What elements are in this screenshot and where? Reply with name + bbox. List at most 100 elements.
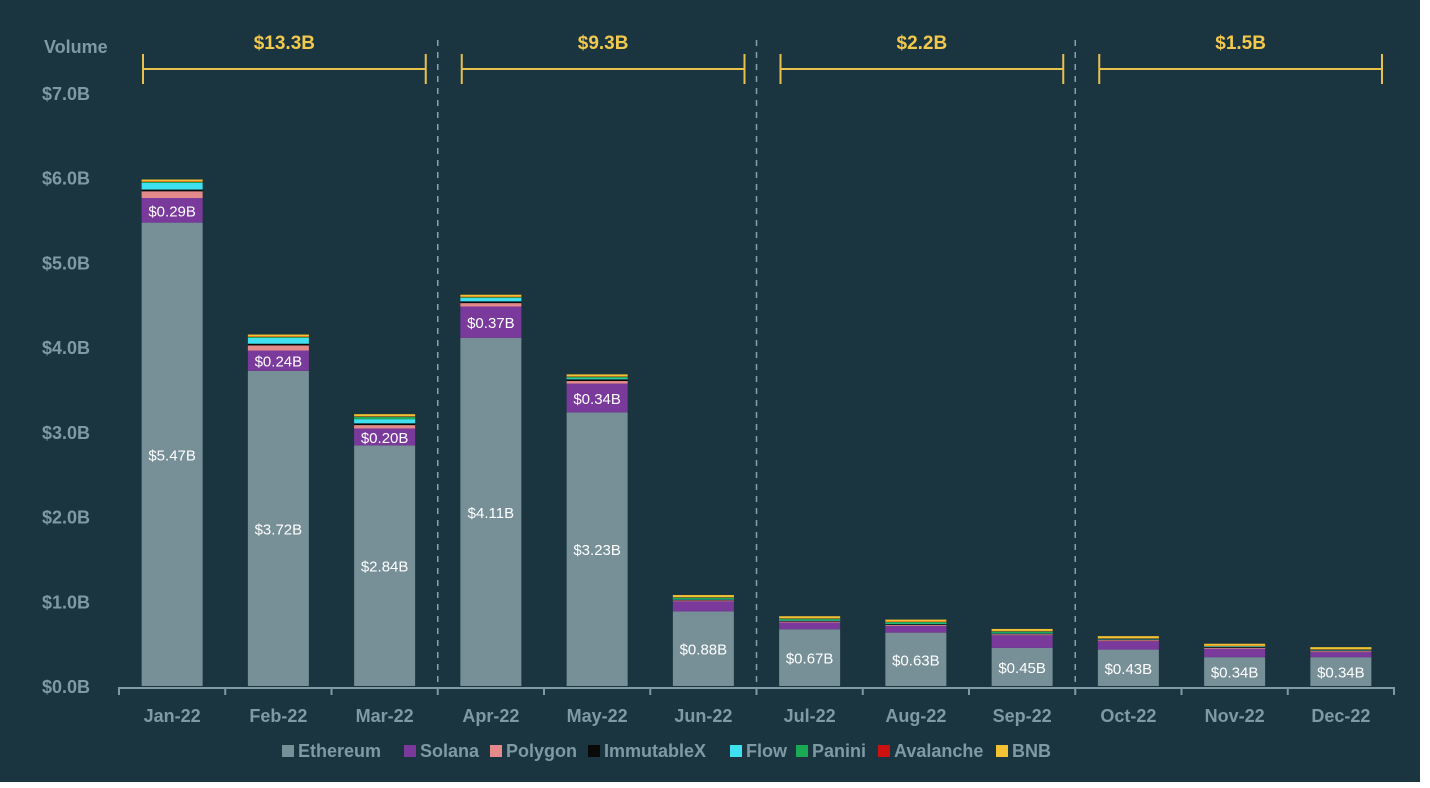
legend-label: Ethereum (298, 741, 381, 761)
bar-segment-immutablex (354, 423, 416, 426)
bar-segment-bnb (566, 374, 628, 377)
y-tick-label: $3.0B (42, 423, 90, 443)
bar-segment-solana (1310, 652, 1372, 658)
bar-segment-bnb (1204, 643, 1266, 646)
x-tick-label: Dec-22 (1311, 706, 1370, 726)
bar-segment-solana (779, 622, 841, 630)
bar-segment-polygon (354, 425, 416, 429)
x-tick-label: Jun-22 (674, 706, 732, 726)
bar-segment-flow (141, 182, 203, 190)
bar-data-label: $0.37B (467, 315, 515, 332)
bar-data-label: $0.88B (680, 642, 728, 659)
bar-data-label: $0.24B (255, 354, 303, 371)
y-axis-title: Volume (44, 37, 108, 57)
bar-segment-immutablex (460, 301, 522, 304)
bar-segment-solana (141, 198, 203, 223)
bar-segment-solana (885, 625, 947, 633)
bar-segment-ethereum (672, 611, 734, 686)
quarter-total-label: $9.3B (578, 33, 629, 54)
bar-segment-polygon (247, 345, 309, 351)
bar-data-label: $3.72B (255, 521, 303, 538)
y-tick-label: $1.0B (42, 592, 90, 612)
bar-segment-solana (1097, 641, 1159, 650)
quarter-total-label: $2.2B (897, 33, 948, 54)
bar-segment-ethereum (141, 222, 203, 686)
legend-label: Avalanche (894, 741, 983, 761)
legend-swatch-panini (796, 745, 808, 757)
bar-segment-ethereum (1310, 657, 1372, 686)
legend-label: ImmutableX (604, 741, 706, 761)
bar-segment-bnb (247, 334, 309, 337)
bar-segment-ethereum (1097, 649, 1159, 686)
x-tick-label: Feb-22 (249, 706, 307, 726)
bar-data-label: $3.23B (573, 542, 621, 559)
bar-segment-ethereum (1204, 657, 1266, 686)
x-tick-label: Mar-22 (356, 706, 414, 726)
bar-data-label: $0.43B (1105, 661, 1153, 678)
bar-segment-bnb (354, 414, 416, 417)
bar-segment-polygon (566, 381, 628, 384)
bar-data-label: $0.45B (998, 660, 1046, 677)
bar-data-label: $0.34B (1317, 665, 1365, 682)
bar-segment-immutablex (247, 343, 309, 346)
quarter-total-label: $1.5B (1215, 33, 1266, 54)
bar-segment-solana (991, 635, 1053, 648)
legend-swatch-immutablex (588, 745, 600, 757)
bar-segment-panini (566, 376, 628, 379)
bar-data-label: $0.34B (1211, 665, 1259, 682)
bar-segment-ethereum (460, 337, 522, 686)
bar-segment-bnb (1097, 636, 1159, 639)
x-tick-label: Jul-22 (784, 706, 836, 726)
legend-swatch-avalanche (878, 745, 890, 757)
y-tick-label: $4.0B (42, 338, 90, 358)
bar-segment-flow (460, 298, 522, 302)
legend-swatch-bnb (996, 745, 1008, 757)
x-tick-label: Nov-22 (1205, 706, 1265, 726)
bar-segment-panini (779, 618, 841, 621)
y-tick-label: $7.0B (42, 84, 90, 104)
x-tick-label: May-22 (567, 706, 628, 726)
legend-swatch-ethereum (282, 745, 294, 757)
bar-data-label: $0.29B (148, 203, 196, 220)
bar-segment-flow (247, 337, 309, 344)
bar-segment-panini (672, 597, 734, 600)
bar-data-label: $5.47B (148, 447, 196, 464)
bar-segment-bnb (141, 179, 203, 182)
bar-segment-panini (991, 631, 1053, 634)
bar-segment-ethereum (247, 370, 309, 686)
bar-segment-bnb (460, 294, 522, 297)
bar-segment-ethereum (779, 629, 841, 686)
x-tick-label: Apr-22 (462, 706, 519, 726)
bar-segment-bnb (991, 628, 1053, 631)
bar-segment-bnb (779, 616, 841, 619)
y-tick-label: $2.0B (42, 508, 90, 528)
legend-swatch-flow (730, 745, 742, 757)
bar-segment-polygon (460, 303, 522, 307)
x-tick-label: Jan-22 (144, 706, 201, 726)
legend-label: Solana (420, 741, 480, 761)
bar-segment-bnb (1310, 647, 1372, 650)
bar-data-label: $0.67B (786, 651, 834, 668)
bar-data-label: $0.63B (892, 652, 940, 669)
bar-segment-immutablex (566, 379, 628, 382)
bar-segment-solana (460, 306, 522, 338)
bar-segment-bnb (885, 619, 947, 622)
bar-segment-ethereum (566, 412, 628, 686)
bar-segment-flow (354, 419, 416, 424)
x-tick-label: Aug-22 (885, 706, 946, 726)
bar-segment-ethereum (885, 632, 947, 686)
y-tick-label: $6.0B (42, 169, 90, 189)
legend-label: Flow (746, 741, 788, 761)
legend-label: BNB (1012, 741, 1051, 761)
legend-label: Panini (812, 741, 866, 761)
quarter-total-label: $13.3B (254, 33, 315, 54)
bar-segment-panini (885, 621, 947, 624)
bar-segment-polygon (141, 191, 203, 199)
legend-swatch-solana (404, 745, 416, 757)
bar-segment-solana (566, 383, 628, 413)
x-tick-label: Sep-22 (993, 706, 1052, 726)
y-tick-label: $0.0B (42, 677, 90, 697)
x-tick-label: Oct-22 (1100, 706, 1156, 726)
